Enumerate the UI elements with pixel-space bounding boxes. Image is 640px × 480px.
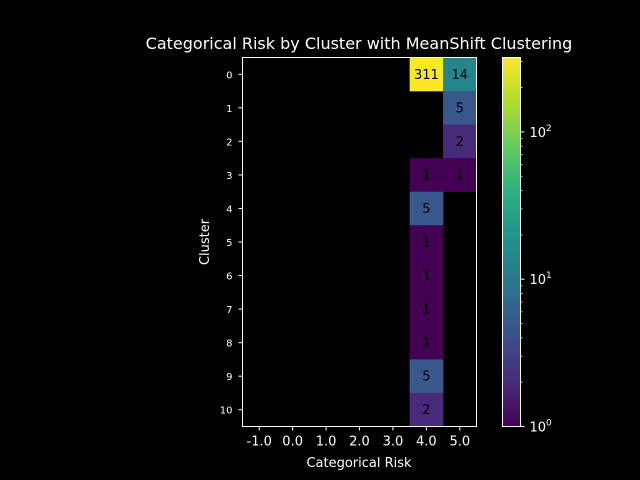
colorbar-ticks: 100 101 102 xyxy=(520,61,553,436)
heatmap-cells: 311 14 5 2 1 1 5 1 1 1 1 5 2 xyxy=(409,57,477,427)
colorbar-tick-label: 100 xyxy=(530,419,553,436)
colorbar-tick-label: 102 xyxy=(530,124,552,141)
heatmap-cell xyxy=(443,124,477,159)
y-tick-label: 6 xyxy=(226,272,232,283)
colorbar-tick-label: 101 xyxy=(530,271,552,288)
y-tick-label: 1 xyxy=(226,104,232,115)
heatmap-cell xyxy=(443,91,477,125)
heatmap-cell xyxy=(409,158,444,192)
cell-value-label: 5 xyxy=(422,370,430,385)
y-axis-ticks: 0 1 2 3 4 5 6 7 8 9 10 xyxy=(220,70,243,417)
heatmap-cell xyxy=(409,325,444,360)
cell-value-label: 1 xyxy=(422,236,430,251)
cell-value-label: 2 xyxy=(422,403,430,418)
x-tick-label: 3.0 xyxy=(383,435,404,450)
y-tick-label: 7 xyxy=(226,305,232,316)
y-tick-label: 10 xyxy=(220,406,233,417)
colorbar xyxy=(502,57,521,427)
x-tick-label: 4.0 xyxy=(416,435,437,450)
cell-value-label: 14 xyxy=(452,68,469,83)
x-axis-ticks: -1.0 0.0 1.0 2.0 3.0 4.0 5.0 xyxy=(247,426,470,450)
y-tick-label: 4 xyxy=(226,204,232,215)
cell-value-label: 1 xyxy=(422,269,430,284)
cell-value-label: 5 xyxy=(456,101,464,116)
x-tick-label: 5.0 xyxy=(449,435,470,450)
heatmap-cell xyxy=(409,258,444,293)
x-tick-label: 0.0 xyxy=(282,435,303,450)
heatmap-cell xyxy=(409,359,444,394)
cell-value-label: 311 xyxy=(414,68,439,83)
y-tick-label: 9 xyxy=(226,372,232,383)
x-tick-label: -1.0 xyxy=(247,435,272,450)
y-tick-label: 2 xyxy=(226,137,232,148)
x-tick-label: 1.0 xyxy=(316,435,337,450)
cell-value-label: 5 xyxy=(422,202,430,217)
heatmap-cell xyxy=(409,292,444,327)
y-tick-label: 5 xyxy=(226,238,232,249)
heatmap-cell xyxy=(409,57,444,92)
heatmap-cell xyxy=(443,158,477,192)
cell-value-label: 1 xyxy=(422,303,430,318)
heatmap-cell xyxy=(409,191,444,226)
cell-value-label: 2 xyxy=(456,135,464,150)
x-axis-label: Categorical Risk xyxy=(306,456,412,471)
cell-value-label: 1 xyxy=(422,168,430,183)
y-tick-label: 8 xyxy=(226,339,232,350)
cell-value-label: 1 xyxy=(422,336,430,351)
x-tick-label: 2.0 xyxy=(349,435,370,450)
y-axis-label: Cluster xyxy=(198,218,213,265)
cell-value-label: 1 xyxy=(456,168,464,183)
heatmap-cell xyxy=(409,225,444,260)
heatmap-cell xyxy=(443,57,477,92)
y-tick-label: 0 xyxy=(226,70,232,81)
heatmap-cell xyxy=(409,392,444,427)
y-tick-label: 3 xyxy=(226,171,232,182)
chart-title: Categorical Risk by Cluster with MeanShi… xyxy=(146,34,573,53)
